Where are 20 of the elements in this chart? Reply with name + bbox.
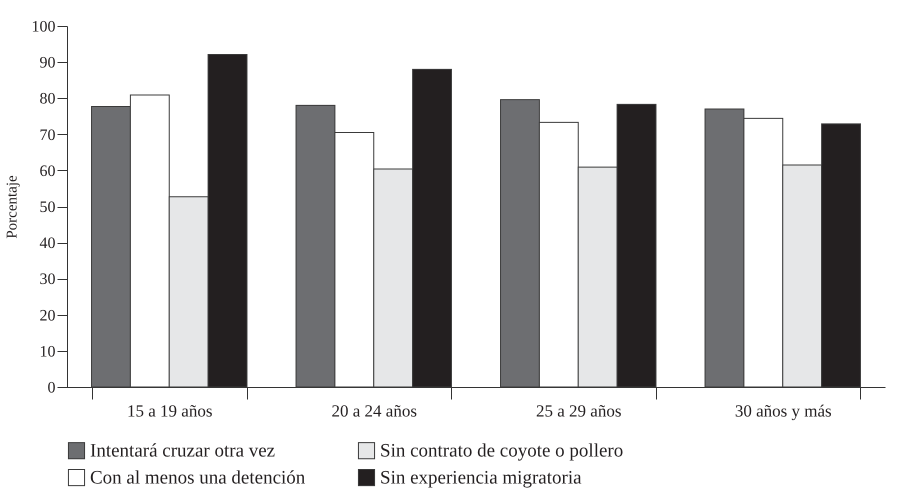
x-tick-label: 20 a 24 años bbox=[332, 402, 417, 420]
y-tick-label: 50 bbox=[40, 199, 56, 216]
legend-label: Intentará cruzar otra vez bbox=[90, 440, 276, 462]
y-tick-label: 100 bbox=[32, 18, 56, 36]
legend-label: Sin experiencia migratoria bbox=[380, 468, 582, 488]
x-tick-label: 25 a 29 años bbox=[536, 402, 622, 420]
y-tick-label: 80 bbox=[40, 90, 56, 108]
y-tick-label: 40 bbox=[40, 235, 56, 252]
y-tick-label: 0 bbox=[48, 380, 56, 396]
y-tick-label: 60 bbox=[40, 162, 56, 180]
y-tick-label: 90 bbox=[40, 54, 56, 72]
x-tick-label: 30 años y más bbox=[734, 402, 832, 420]
x-tick-label: 15 a 19 años bbox=[127, 402, 212, 420]
y-tick-label: 20 bbox=[40, 307, 56, 324]
legend-label: Con al menos una detención bbox=[90, 468, 306, 488]
legend-label: Sin contrato de coyote o pollero bbox=[380, 440, 624, 462]
y-axis-title: Porcentaje bbox=[4, 175, 20, 239]
y-tick-label: 30 bbox=[40, 271, 56, 288]
y-tick-label: 70 bbox=[40, 126, 56, 144]
y-tick-label: 10 bbox=[40, 343, 56, 360]
